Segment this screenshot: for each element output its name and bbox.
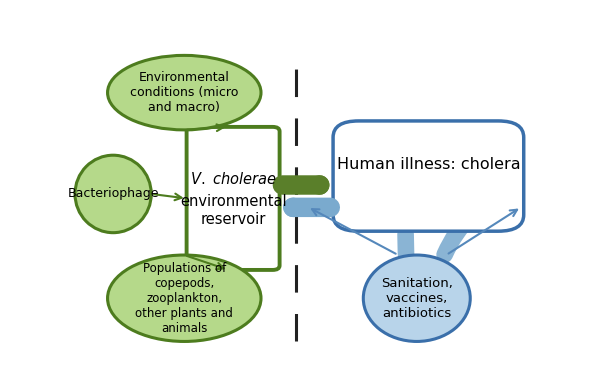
FancyBboxPatch shape <box>333 121 524 231</box>
Text: Bacteriophage: Bacteriophage <box>67 187 159 200</box>
Text: Sanitation,
vaccines,
antibiotics: Sanitation, vaccines, antibiotics <box>381 277 453 320</box>
Ellipse shape <box>107 55 261 130</box>
Ellipse shape <box>363 255 470 341</box>
FancyBboxPatch shape <box>187 127 280 270</box>
Text: Populations of
copepods,
zooplankton,
other plants and
animals: Populations of copepods, zooplankton, ot… <box>136 262 233 335</box>
Text: Human illness: cholera: Human illness: cholera <box>337 157 520 172</box>
Text: environmental
reservoir: environmental reservoir <box>180 194 286 226</box>
Ellipse shape <box>107 255 261 341</box>
Text: $\mathit{V.\ cholerae}$: $\mathit{V.\ cholerae}$ <box>190 171 277 187</box>
Ellipse shape <box>75 155 151 233</box>
Text: Environmental
conditions (micro
and macro): Environmental conditions (micro and macr… <box>130 71 238 114</box>
